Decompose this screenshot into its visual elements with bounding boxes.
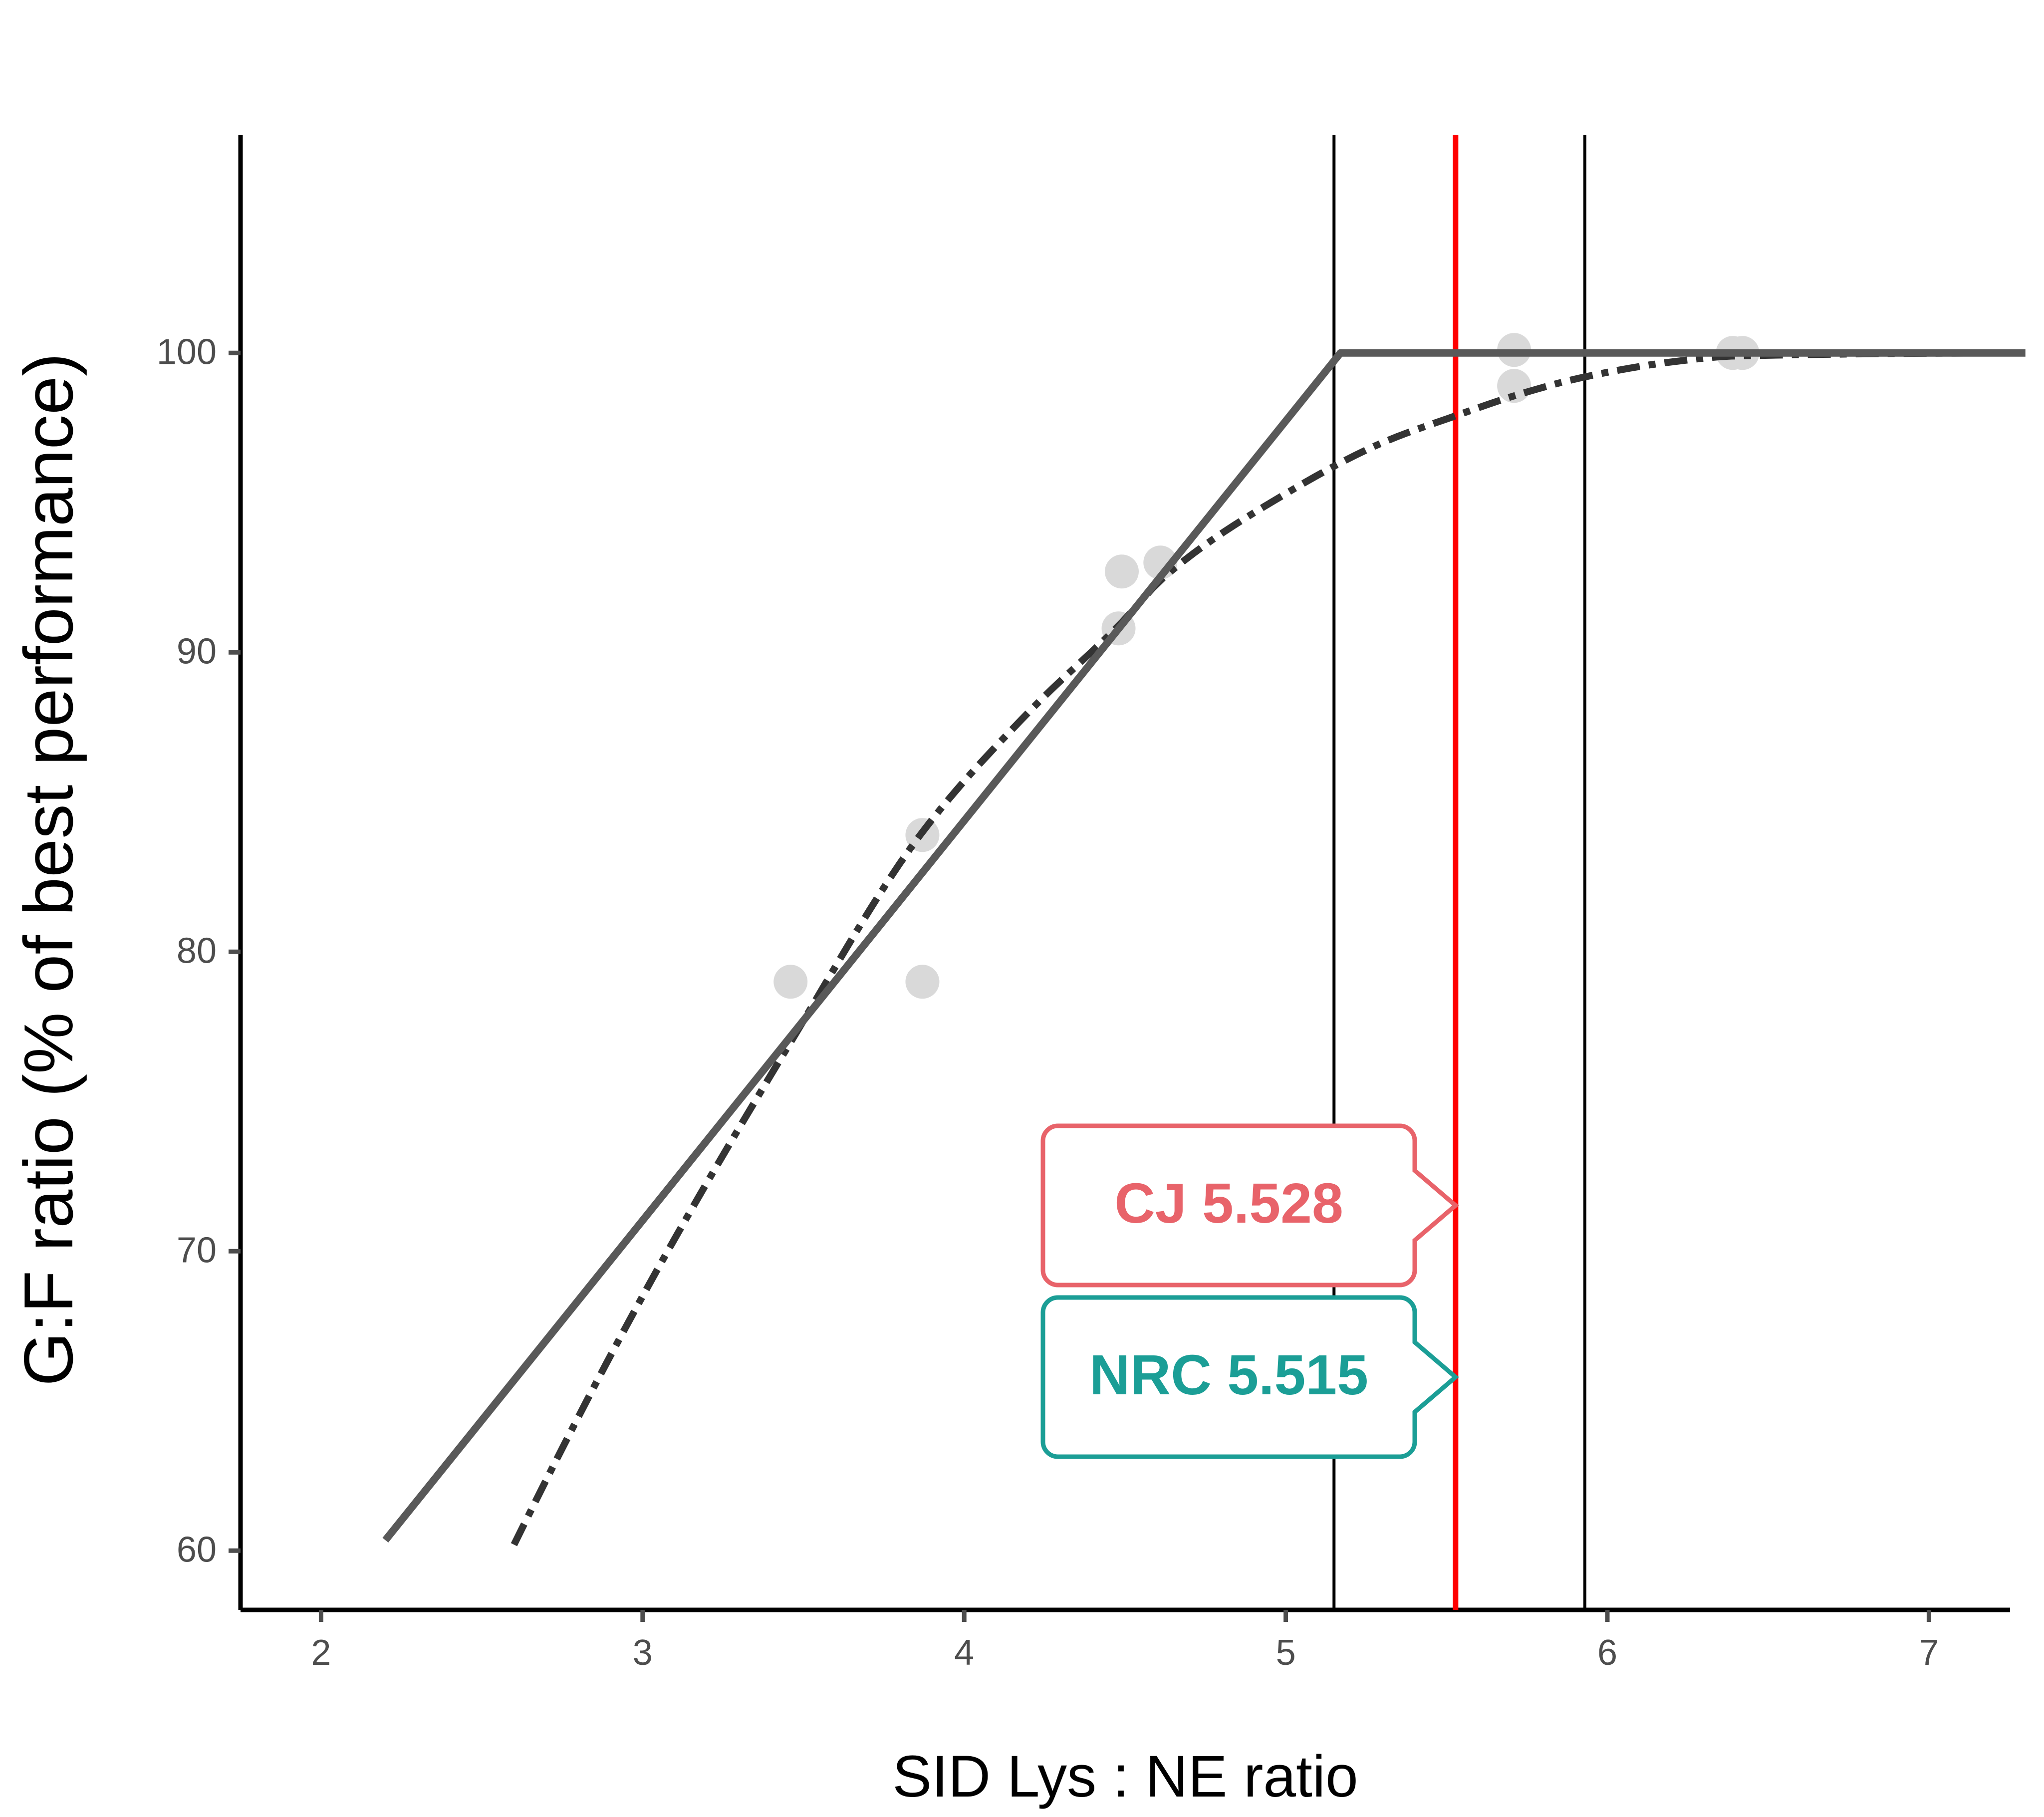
- svg-text:7: 7: [1919, 1633, 1939, 1673]
- svg-text:6: 6: [1597, 1633, 1617, 1673]
- svg-text:5: 5: [1276, 1633, 1296, 1673]
- svg-text:70: 70: [177, 1230, 217, 1270]
- svg-text:4: 4: [954, 1633, 974, 1673]
- svg-text:SID Lys : NE ratio: SID Lys : NE ratio: [892, 1744, 1358, 1810]
- svg-text:2: 2: [311, 1633, 331, 1673]
- svg-text:CJ 5.528: CJ 5.528: [1114, 1172, 1343, 1235]
- svg-text:G:F ratio (% of best performan: G:F ratio (% of best performance): [10, 353, 87, 1386]
- svg-text:3: 3: [633, 1633, 653, 1673]
- svg-text:90: 90: [177, 631, 217, 671]
- svg-text:100: 100: [157, 332, 217, 372]
- svg-text:80: 80: [177, 931, 217, 971]
- svg-text:NRC 5.515: NRC 5.515: [1089, 1343, 1368, 1406]
- svg-text:60: 60: [177, 1530, 217, 1569]
